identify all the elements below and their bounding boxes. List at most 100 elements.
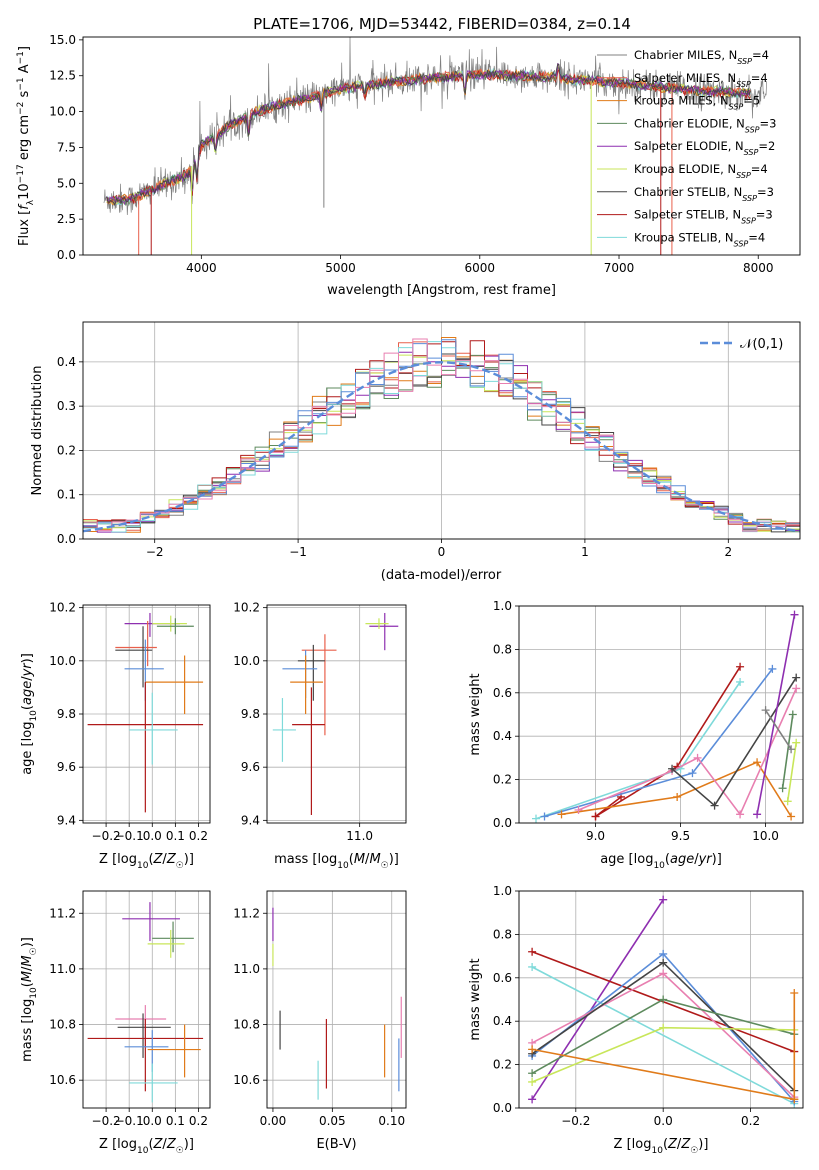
ebv_mass-frame [266, 890, 407, 1109]
weight-marker-krou_elodie [792, 738, 801, 747]
x-tick-label: −0.2 [561, 1114, 590, 1128]
weight-marker-chab_elodie [528, 1069, 537, 1078]
weight-marker-krou_stelib [528, 962, 537, 971]
weight-marker-salp_elodie [790, 610, 799, 619]
ebv_mass-x-label: E(B-V) [316, 1137, 356, 1152]
y-tick-label: 9.6 [57, 760, 76, 774]
x-tick-label: −0.1 [115, 1114, 144, 1128]
weight-marker-krou_miles [790, 1095, 799, 1104]
weight-marker-salp_elodie [753, 810, 762, 819]
residual-x-label: (data-model)/error [381, 568, 502, 583]
y-tick-label: 11.0 [49, 962, 76, 976]
x-tick-label: 0.00 [260, 1114, 287, 1128]
z_mass-frame [82, 890, 211, 1109]
legend-label-krou_stelib: Kroupa STELIB, NSSP=4 [634, 230, 765, 248]
x-tick-label: 0.1 [166, 829, 185, 843]
x-tick-label: 0 [438, 545, 446, 559]
x-tick-label: −1 [289, 545, 307, 559]
weight-marker-krou_stelib [532, 814, 541, 823]
age_weight-ticks: 9.0 9.5 10.0 0.0 0.2 0.4 0.6 0.8 1.0 [493, 599, 779, 843]
residual-frame [82, 321, 801, 540]
x-tick-label: 9.5 [671, 829, 690, 843]
age_weight-x-label: age [log10(age/yr)] [600, 852, 722, 871]
spectrum-model-chab_stelib [106, 63, 751, 206]
spectrum-lines [103, 37, 767, 255]
weight-marker-chab_stelib [659, 958, 668, 967]
y-tick-label: 9.6 [241, 760, 260, 774]
spectrum-y-label: Flux [fλ10−17 erg cm−2 s−1 A−1] [16, 46, 36, 246]
z_weight-x-label: Z [log10(Z/Z☉)] [614, 1137, 709, 1156]
z_age-y-label: age [log10(age/yr)] [20, 653, 39, 775]
weight-marker-chab_miles [787, 745, 796, 754]
y-tick-label: 0.4 [493, 1014, 512, 1028]
x-tick-label: 0.0 [143, 829, 162, 843]
y-tick-label: 0.8 [493, 642, 512, 656]
weight-marker-krou_elodie [659, 1023, 668, 1032]
z_age-frame [82, 604, 211, 824]
hist-series-pink [83, 338, 800, 532]
weight-marker-krou_miles [753, 758, 762, 767]
y-tick-label: 10.8 [233, 1018, 260, 1032]
x-tick-label: 2 [724, 545, 732, 559]
weight-line-salp_elodie [531, 899, 664, 1100]
x-tick-label: 0.0 [143, 1114, 162, 1128]
x-tick-label: −0.2 [92, 1114, 121, 1128]
weight-line-chab_stelib [671, 677, 797, 807]
spectrum-ticks: 4000 5000 6000 7000 8000 0.0 2.5 5.0 7.5 10.0 12.5… [49, 33, 773, 275]
y-tick-label: 0.1 [57, 488, 76, 502]
x-tick-label: 0.2 [189, 829, 208, 843]
mass_age-axes [267, 605, 406, 823]
weight-marker-krou_miles [557, 810, 566, 819]
weight-marker-chab_stelib [668, 764, 677, 773]
mass_age-frame [266, 604, 407, 824]
ebv_mass-ticks: 0.00 0.05 0.10 10.6 10.8 11.0 11.2 [233, 906, 405, 1128]
weight-line-krou_miles [561, 761, 792, 817]
y-tick-label: 9.4 [241, 813, 260, 827]
weight-marker-salp_elodie [659, 895, 668, 904]
y-tick-label: 10.2 [49, 601, 76, 615]
weight-marker-chab_miles [761, 706, 770, 715]
y-tick-label: 10.0 [49, 654, 76, 668]
x-tick-label: 0.2 [189, 1114, 208, 1128]
z_weight-ticks: −0.2 0.0 0.2 0.0 0.2 0.4 0.6 0.8 1.0 [493, 884, 760, 1128]
x-tick-label: 10.0 [752, 829, 779, 843]
weight-marker-krou_stelib [736, 677, 745, 686]
legend-label-chab_miles: Chabrier MILES, NSSP=4 [634, 48, 769, 66]
weight-line-salp_elodie [756, 614, 796, 815]
x-tick-label: −0.1 [115, 829, 144, 843]
weight-marker-blue [540, 812, 549, 821]
y-tick-label: 10.0 [49, 105, 76, 119]
y-tick-label: 0.2 [493, 1058, 512, 1072]
age_weight-frame [518, 605, 804, 824]
mass_age-points [272, 612, 399, 816]
x-tick-label: 4000 [186, 261, 217, 275]
x-tick-label: 5000 [325, 261, 356, 275]
x-tick-label: 0.05 [319, 1114, 346, 1128]
x-tick-label: 0.0 [654, 1114, 673, 1128]
weight-marker-krou_miles [673, 792, 682, 801]
y-tick-label: 10.0 [233, 654, 260, 668]
y-tick-label: 5.0 [57, 176, 76, 190]
weight-line-krou_elodie [786, 742, 797, 802]
z_mass-y-label: mass [log10(M/M☉)] [20, 937, 39, 1062]
residuals-ticks: −2 −1 0 1 2 0.0 0.1 0.2 0.3 0.4 [57, 355, 732, 559]
legend-label-chab_elodie: Chabrier ELODIE, NSSP=3 [634, 116, 776, 133]
y-tick-label: 0.6 [493, 686, 512, 700]
gaussian-curve [83, 361, 800, 533]
weight-marker-chab_elodie [659, 995, 668, 1004]
z_age-ticks: −0.2−0.10.0 0.1 0.2 9.4 9.6 9.8 10.0 10.2 [49, 601, 208, 843]
spectrum-x-label: wavelength [Angstrom, rest frame] [327, 283, 556, 298]
spectrum-frame [82, 36, 801, 256]
y-tick-label: 0.0 [57, 532, 76, 546]
ebv_mass-points [272, 907, 402, 1100]
z_weight-y-label: mass weight [468, 958, 483, 1040]
weight-line-blue [544, 668, 774, 818]
weight-marker-krou_elodie [783, 797, 792, 806]
y-tick-label: 11.2 [49, 906, 76, 920]
age_weight-axes [519, 605, 803, 824]
weight-marker-salp_elodie [528, 1095, 537, 1104]
spectrum-legend: Chabrier MILES, NSSP=4 Salpeter MILES, NS… [597, 48, 776, 248]
weight-line-krou_miles [531, 1048, 795, 1101]
weight-line-chab_miles [764, 709, 792, 750]
